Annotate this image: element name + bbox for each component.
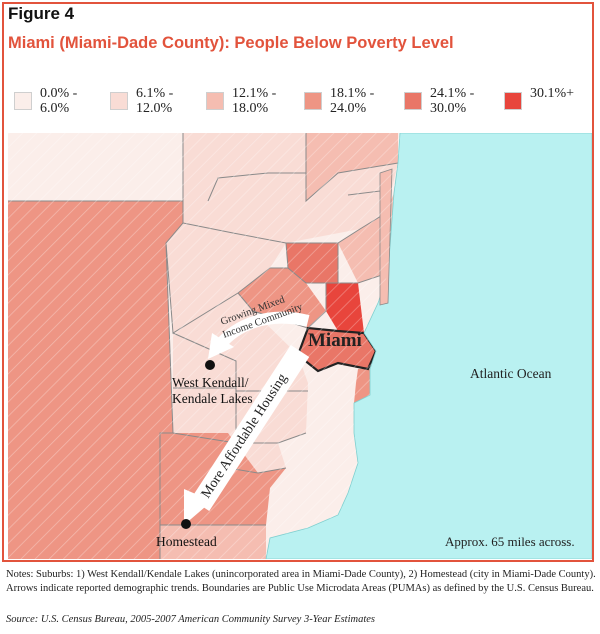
suburb-marker-west-kendall [205, 360, 215, 370]
ocean-label: Atlantic Ocean [470, 366, 552, 381]
figure-label: Figure 4 [8, 4, 75, 23]
city-label-miami: Miami [308, 330, 362, 351]
arrow-affordable-housing [190, 345, 310, 511]
suburb-label-west-kendall-line2: Kendale Lakes [172, 391, 253, 406]
legend-label: 6.1% - 12.0% [136, 86, 174, 116]
legend-label: 0.0% - 6.0% [40, 86, 78, 116]
scale-note: Approx. 65 miles across. [445, 534, 575, 549]
legend-label: 12.1% - 18.0% [232, 86, 277, 116]
legend-label: 24.1% - 30.0% [430, 86, 475, 116]
legend-swatch [206, 92, 224, 110]
legend-swatch [110, 92, 128, 110]
legend-label: 18.1% - 24.0% [330, 86, 375, 116]
land-texture [8, 133, 400, 559]
poverty-map: Growing Mixed Income Community More Affo… [8, 133, 592, 559]
suburb-label-west-kendall-line1: West Kendall/ [172, 375, 249, 390]
legend-swatch [14, 92, 32, 110]
legend-swatch [304, 92, 322, 110]
arrow-head-affordable-housing [184, 489, 212, 525]
figure-frame [2, 2, 594, 562]
legend-label: 30.1%+ [530, 86, 575, 101]
figure-notes: Notes: Suburbs: 1) West Kendall/Kendale … [6, 569, 596, 594]
figure-source: Source: U.S. Census Bureau, 2005-2007 Am… [6, 614, 376, 625]
map-title: Miami (Miami-Dade County): People Below … [8, 34, 454, 52]
suburb-label-homestead: Homestead [156, 534, 217, 549]
legend: 0.0% - 6.0% 6.1% - 12.0% 12.1% - 18.0% 1… [0, 86, 600, 126]
legend-swatch [504, 92, 522, 110]
arrow-head-growing-mixed-income [208, 333, 234, 359]
legend-swatch [404, 92, 422, 110]
arrow-growing-mixed-income [215, 311, 310, 349]
suburb-marker-homestead [181, 519, 191, 529]
